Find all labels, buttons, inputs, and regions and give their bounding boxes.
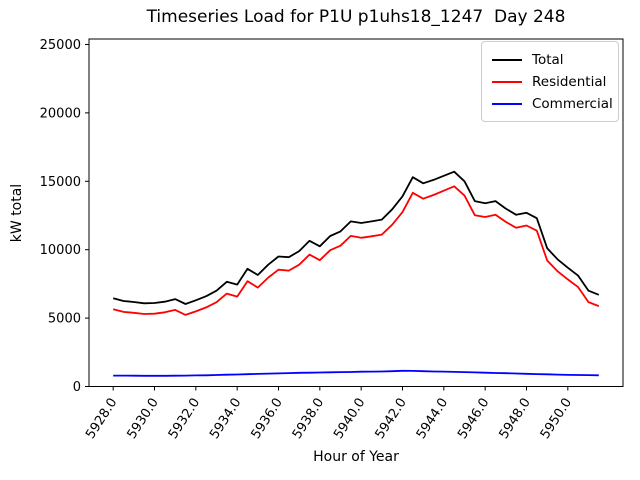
series-line-total: [112, 170, 600, 305]
x-tick-label: 5938.0: [290, 396, 327, 442]
legend-item-total: Total: [482, 49, 618, 71]
y-tick-label: 10000: [40, 243, 81, 258]
x-tick-label: 5948.0: [496, 396, 533, 442]
chart-title: Timeseries Load for P1U p1uhs18_1247 Day…: [146, 7, 566, 27]
total-line-swatch: [492, 59, 522, 61]
series-line-commercial: [113, 369, 599, 377]
legend-label-commercial: Commercial: [532, 96, 613, 112]
x-axis-label: Hour of Year: [313, 449, 399, 465]
x-tick-label: 5940.0: [331, 396, 368, 442]
legend-item-commercial: Commercial: [482, 93, 618, 115]
x-tick-label: 5936.0: [248, 396, 285, 442]
x-tick-label: 5946.0: [455, 396, 492, 442]
y-tick-label: 0: [73, 380, 81, 395]
series-line-residential: [112, 185, 600, 316]
residential-line-swatch: [492, 81, 522, 83]
y-tick-label: 25000: [40, 38, 81, 53]
legend: Total Residential Commercial: [481, 41, 619, 122]
legend-item-residential: Residential: [482, 71, 618, 93]
legend-label-total: Total: [532, 52, 564, 68]
x-tick-label: 5944.0: [414, 396, 451, 442]
y-tick-label: 20000: [40, 106, 81, 121]
commercial-line-swatch: [492, 103, 522, 105]
axes-frame: [88, 38, 624, 387]
x-tick-label: 5930.0: [125, 396, 162, 442]
y-tick-label: 15000: [40, 175, 81, 190]
x-tick-label: 5934.0: [207, 396, 244, 442]
legend-label-residential: Residential: [532, 74, 607, 90]
x-tick-label: 5950.0: [538, 396, 575, 442]
y-tick-label: 5000: [48, 312, 81, 327]
x-tick-label: 5932.0: [166, 396, 203, 442]
x-tick-label: 5942.0: [372, 396, 409, 442]
x-tick-label: 5928.0: [83, 396, 120, 442]
